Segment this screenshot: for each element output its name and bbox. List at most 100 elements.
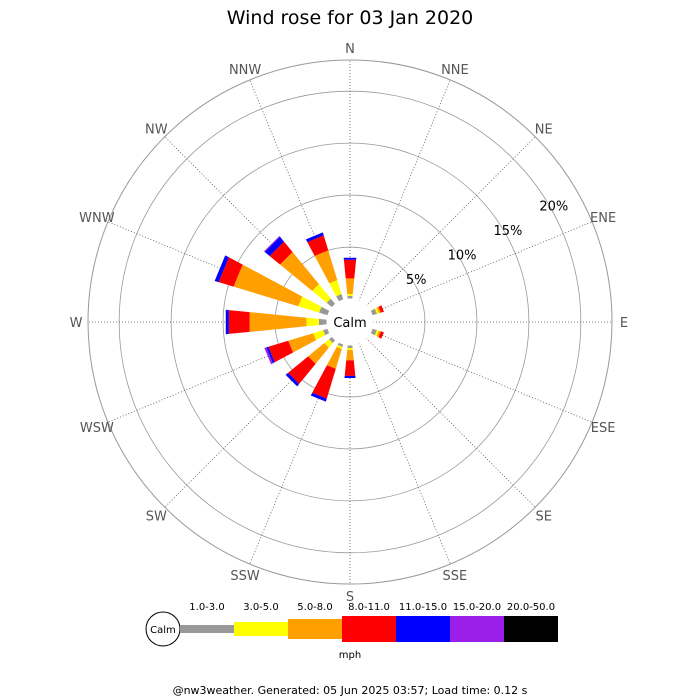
legend-swatch-6 xyxy=(504,616,558,642)
bar-nw-bin-2 xyxy=(280,252,319,291)
grid-ring-10 xyxy=(222,194,478,450)
legend-calm-label: Calm xyxy=(150,625,176,636)
legend-label-4: 11.0-15.0 xyxy=(399,602,447,613)
bar-wnw-bin-1 xyxy=(298,296,322,313)
tick-label-10: 10% xyxy=(448,248,477,263)
bar-nw-bin-3 xyxy=(269,241,293,265)
wind-bars xyxy=(214,232,384,402)
bar-nnw-bin-2 xyxy=(314,250,338,284)
bar-n-bin-0 xyxy=(347,296,353,300)
bar-sw-bin-2 xyxy=(308,343,329,364)
bar-s-bin-0 xyxy=(347,344,353,348)
dir-label-w: W xyxy=(70,316,83,331)
bar-nw-bin-0 xyxy=(326,298,336,308)
direction-labels: N NNE NE ENE E ESE SE SSE S SSW SW WSW W WNW NW NNW xyxy=(70,42,629,605)
dir-label-nnw: NNW xyxy=(229,63,261,78)
dir-label-nw: NW xyxy=(145,122,168,137)
calm-circle: Calm xyxy=(326,298,374,346)
legend-swatch-5 xyxy=(450,616,504,642)
dir-label-wnw: WNW xyxy=(79,211,115,226)
bar-nnw-bin-4 xyxy=(305,232,324,243)
dir-label-wsw: WSW xyxy=(80,421,114,436)
dir-label-se: SE xyxy=(535,510,551,525)
bar-wnw-bin-0 xyxy=(319,306,330,316)
bar-wnw-bin-4 xyxy=(214,255,229,283)
bar-wsw-bin-2 xyxy=(288,333,316,353)
bar-w-bin-1 xyxy=(306,317,319,327)
bar-sw-bin-3 xyxy=(288,356,316,384)
outer-ring xyxy=(87,59,613,585)
tick-label-5: 5% xyxy=(406,273,427,288)
legend-label-3: 8.0-11.0 xyxy=(348,602,390,613)
bar-wnw-bin-2 xyxy=(233,264,303,307)
dir-label-sw: SW xyxy=(146,510,167,525)
bar-ene-bin-1 xyxy=(374,307,379,314)
bar-n-bin-4 xyxy=(343,257,357,260)
dir-label-ssw: SSW xyxy=(230,569,260,584)
dir-label-ese: ESE xyxy=(591,421,616,436)
bar-nw-bin-4 xyxy=(264,236,284,256)
bar-ssw-bin-2 xyxy=(326,346,342,369)
spoke-ne xyxy=(365,136,536,307)
calm-disc xyxy=(326,298,374,346)
dir-label-e: E xyxy=(620,316,628,331)
spoke-sse xyxy=(358,343,451,565)
bar-nnw-bin-0 xyxy=(336,294,344,302)
bar-ssw-bin-1 xyxy=(336,345,343,349)
legend-swatch-0 xyxy=(180,625,234,633)
footer-text: @nw3weather. Generated: 05 Jun 2025 03:5… xyxy=(173,684,528,697)
bar-ssw-bin-4 xyxy=(310,392,327,402)
bar-n-bin-3 xyxy=(343,259,357,279)
spoke-se xyxy=(365,337,536,508)
legend-swatch-4 xyxy=(396,616,450,642)
bar-wsw-bin-3 xyxy=(268,340,294,363)
grid-ring-15 xyxy=(170,142,530,502)
legend-label-5: 15.0-20.0 xyxy=(453,602,501,613)
bar-w-bin-4 xyxy=(225,309,229,335)
dir-label-sse: SSE xyxy=(443,569,468,584)
legend-swatch-1 xyxy=(234,622,288,636)
bar-wsw-bin-1 xyxy=(313,330,326,341)
bar-wsw-bin-5 xyxy=(264,347,273,365)
radial-tick-labels: 5% 10% 15% 20% xyxy=(406,200,568,288)
legend-swatch-3 xyxy=(342,616,396,642)
legend-swatch-2 xyxy=(288,619,342,639)
legend-label-0: 1.0-3.0 xyxy=(189,602,224,613)
bar-w-bin-3 xyxy=(228,310,250,334)
bar-ese-bin-1 xyxy=(374,330,379,337)
bar-s-bin-2 xyxy=(346,350,354,361)
bar-sw-bin-4 xyxy=(285,372,300,387)
bar-ssw-bin-3 xyxy=(312,365,336,399)
calm-label: Calm xyxy=(333,316,366,331)
bar-ene-bin-2 xyxy=(376,306,381,314)
bar-w-bin-2 xyxy=(249,312,307,332)
bar-s-bin-3 xyxy=(344,360,356,376)
speed-legend: Calm mph 1.0-3.0 3.0-5.0 5.0-8.0 8.0-11.0 11… xyxy=(145,602,558,661)
bar-ene-bin-3 xyxy=(378,305,384,313)
legend-label-6: 20.0-50.0 xyxy=(507,602,555,613)
chart-title: Wind rose for 03 Jan 2020 xyxy=(227,7,474,29)
bar-nnw-bin-3 xyxy=(307,235,329,256)
dir-label-s: S xyxy=(346,590,354,605)
bar-s-bin-4 xyxy=(344,375,356,378)
legend-label-1: 3.0-5.0 xyxy=(243,602,278,613)
dir-label-nne: NNE xyxy=(441,63,469,78)
bar-n-bin-1 xyxy=(347,293,353,297)
dir-label-n: N xyxy=(345,42,355,57)
bar-sw-bin-1 xyxy=(324,339,333,348)
dir-label-ne: NE xyxy=(535,122,553,137)
tick-label-20: 20% xyxy=(539,200,568,215)
bar-wnw-bin-3 xyxy=(218,257,243,287)
spoke-nne xyxy=(358,79,451,301)
tick-label-15: 15% xyxy=(493,224,522,239)
bar-nnw-bin-1 xyxy=(329,280,342,297)
legend-unit-label: mph xyxy=(339,650,361,661)
legend-label-2: 5.0-8.0 xyxy=(297,602,332,613)
spoke-ese xyxy=(371,330,593,423)
bar-ese-bin-3 xyxy=(378,331,384,339)
bar-nw-bin-5 xyxy=(263,235,281,253)
bar-w-bin-0 xyxy=(318,318,328,326)
bar-nw-bin-1 xyxy=(312,284,331,303)
bar-wsw-bin-4 xyxy=(266,346,275,364)
